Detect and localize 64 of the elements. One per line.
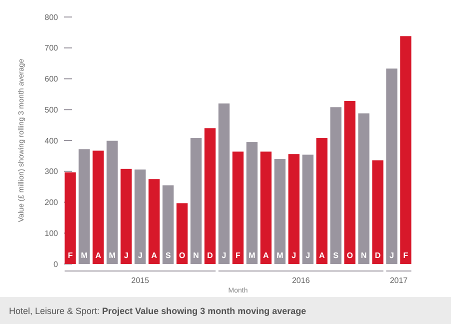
x-tick-label: M [80, 251, 88, 260]
bar [176, 203, 188, 264]
x-tick-label: O [346, 251, 353, 260]
x-tick-label: J [138, 251, 142, 260]
bar [162, 185, 174, 264]
x-tick-label: O [178, 251, 186, 260]
y-tick-label: 100 [44, 228, 59, 238]
x-tick-label: A [95, 251, 102, 260]
bar [120, 168, 132, 264]
y-tick-label: 400 [44, 136, 59, 146]
x-tick-label: F [236, 251, 241, 260]
bar [92, 150, 104, 264]
x-tick-label: A [263, 251, 270, 260]
text: 2016 [292, 276, 310, 285]
x-tick-label: N [193, 251, 200, 260]
x-tick-label: S [333, 251, 340, 260]
bar [190, 138, 202, 264]
x-tick-label: F [68, 251, 73, 260]
bar [204, 128, 216, 264]
x-tick-label: A [318, 251, 325, 260]
bar [232, 152, 244, 264]
bar [358, 113, 370, 264]
bar [106, 140, 118, 264]
bar [148, 179, 160, 264]
text: Hotel, Leisure & Sport: [9, 306, 102, 316]
bar [64, 172, 76, 264]
x-tick-label: D [374, 251, 381, 260]
x-tick-label: F [403, 251, 408, 260]
bar [330, 107, 342, 264]
y-tick-label: 200 [44, 198, 59, 208]
y-tick-label: 300 [44, 167, 59, 176]
y-tick-label: 700 [44, 44, 59, 53]
y-tick-label: 800 [44, 12, 59, 22]
text: Project Value showing 3 month moving average [102, 306, 306, 316]
bar [372, 160, 384, 264]
x-tick-label: M [276, 251, 284, 260]
bar [274, 159, 286, 264]
bar [316, 138, 328, 264]
x-tick-label: M [108, 251, 116, 260]
x-tick-label: J [306, 251, 310, 260]
x-tick-label: A [151, 251, 158, 260]
bar [218, 103, 230, 264]
bar [386, 68, 398, 264]
x-tick-label: J [124, 251, 128, 260]
bar [302, 154, 314, 264]
bar [288, 154, 300, 264]
bar [260, 152, 272, 264]
y-tick-label: 500 [44, 105, 59, 114]
y-tick-label: 0 [54, 260, 59, 269]
x-tick-label: J [390, 251, 394, 260]
x-tick-label: D [207, 251, 214, 260]
bar [78, 149, 90, 264]
bar [344, 100, 356, 264]
x-tick-label: J [292, 251, 296, 260]
bar [400, 36, 412, 264]
x-tick-label: J [222, 251, 226, 260]
bar [134, 170, 146, 264]
x-tick-label: S [165, 251, 172, 260]
text: 2015 [131, 276, 150, 285]
text: 2017 [390, 276, 408, 285]
bar [246, 142, 258, 264]
y-tick-label: 600 [44, 74, 59, 84]
x-tick-label: M [248, 251, 256, 260]
x-tick-label: N [360, 251, 367, 260]
